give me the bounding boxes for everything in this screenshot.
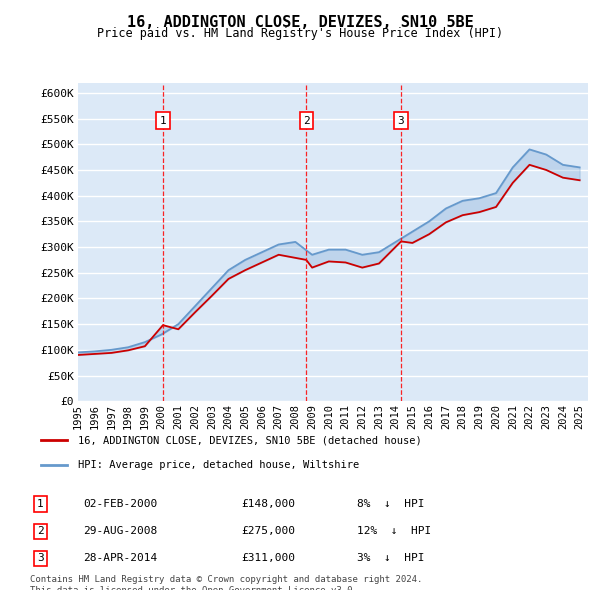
- Text: 3: 3: [37, 553, 44, 563]
- Text: £311,000: £311,000: [241, 553, 295, 563]
- Text: 16, ADDINGTON CLOSE, DEVIZES, SN10 5BE: 16, ADDINGTON CLOSE, DEVIZES, SN10 5BE: [127, 15, 473, 30]
- Text: 2: 2: [303, 116, 310, 126]
- Text: 2: 2: [37, 526, 44, 536]
- Text: 16, ADDINGTON CLOSE, DEVIZES, SN10 5BE (detached house): 16, ADDINGTON CLOSE, DEVIZES, SN10 5BE (…: [77, 435, 421, 445]
- Text: 3: 3: [398, 116, 404, 126]
- Text: 29-AUG-2008: 29-AUG-2008: [83, 526, 157, 536]
- Text: 3%  ↓  HPI: 3% ↓ HPI: [358, 553, 425, 563]
- Text: 02-FEB-2000: 02-FEB-2000: [83, 499, 157, 509]
- Text: £275,000: £275,000: [241, 526, 295, 536]
- Text: 8%  ↓  HPI: 8% ↓ HPI: [358, 499, 425, 509]
- Text: £148,000: £148,000: [241, 499, 295, 509]
- Text: Contains HM Land Registry data © Crown copyright and database right 2024.
This d: Contains HM Land Registry data © Crown c…: [30, 575, 422, 590]
- Text: 12%  ↓  HPI: 12% ↓ HPI: [358, 526, 431, 536]
- Text: HPI: Average price, detached house, Wiltshire: HPI: Average price, detached house, Wilt…: [77, 460, 359, 470]
- Text: Price paid vs. HM Land Registry's House Price Index (HPI): Price paid vs. HM Land Registry's House …: [97, 27, 503, 40]
- Text: 1: 1: [37, 499, 44, 509]
- Text: 28-APR-2014: 28-APR-2014: [83, 553, 157, 563]
- Text: 1: 1: [160, 116, 166, 126]
